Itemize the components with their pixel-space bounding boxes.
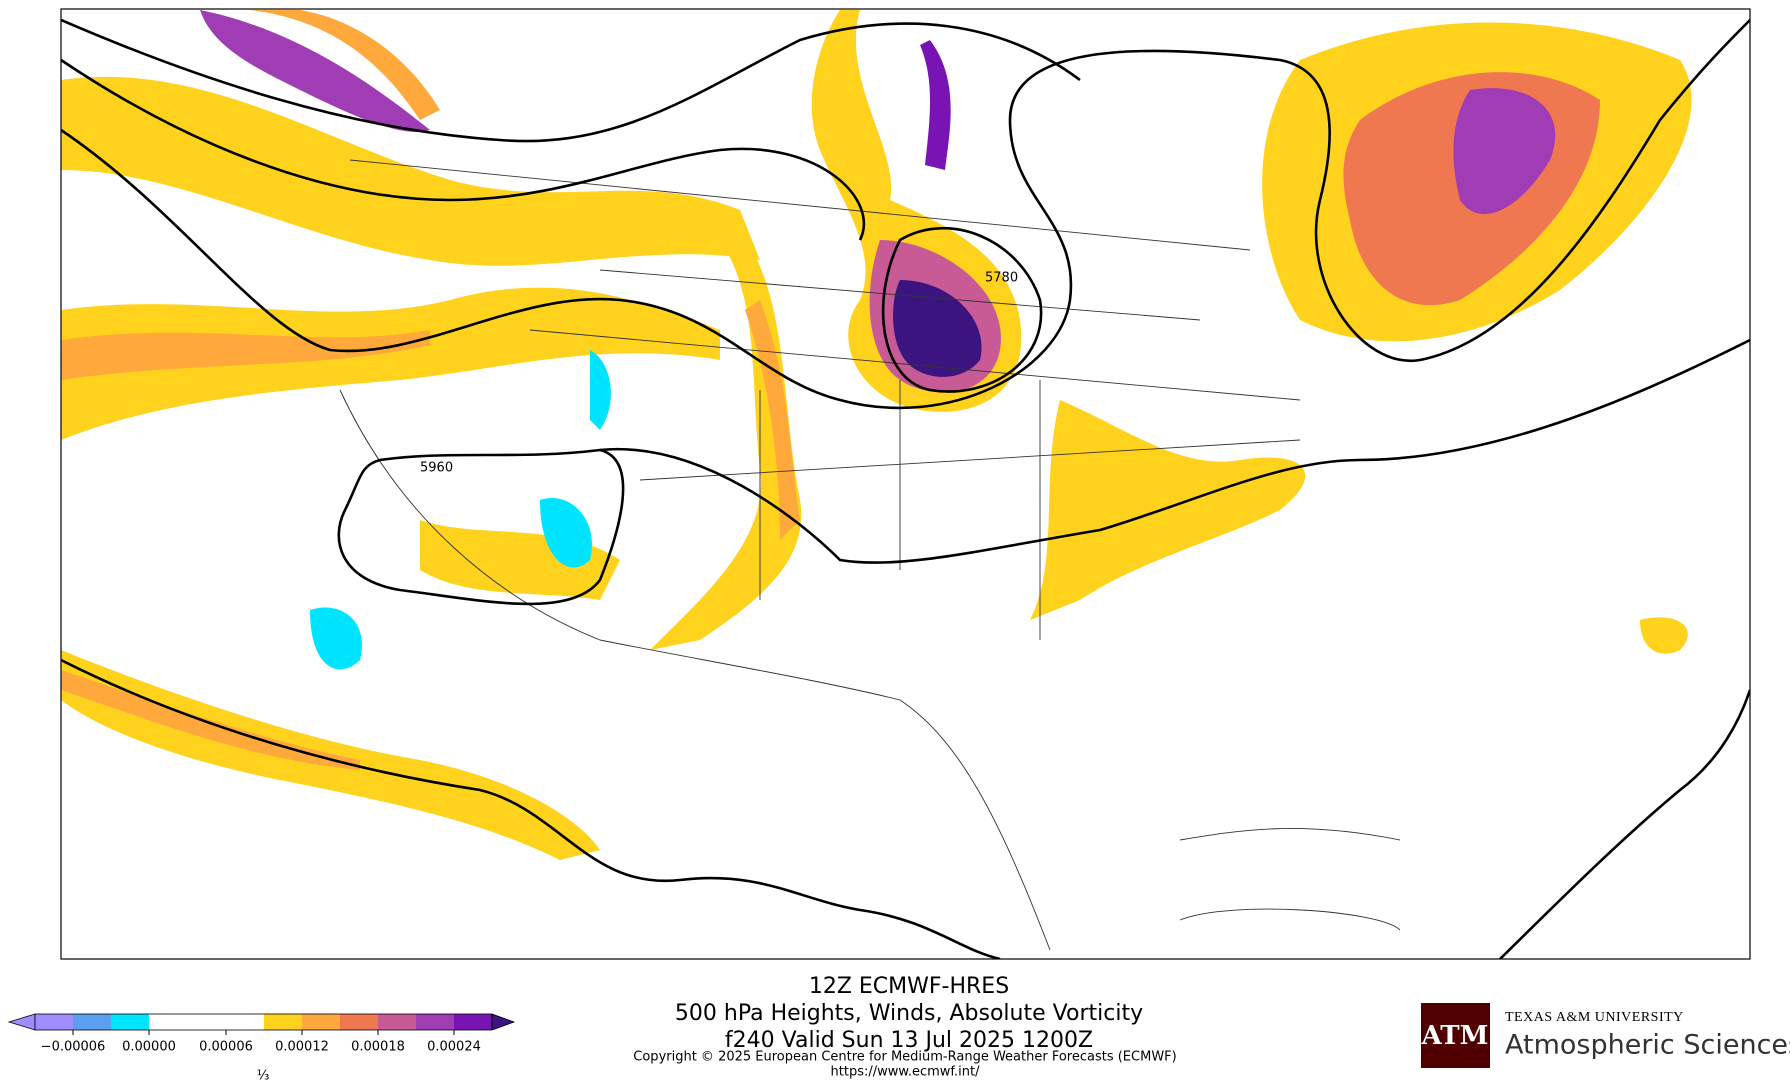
colorbar-tick-label: 0.00000	[122, 1040, 176, 1055]
colorbar-note: ⅓	[257, 1069, 270, 1084]
colorbar-tick-label: −0.00006	[41, 1040, 106, 1055]
map-frame	[60, 8, 1751, 960]
colorbar-tick-label: 0.00018	[351, 1040, 405, 1055]
contour-label: 5780	[985, 271, 1018, 286]
url: https://www.ecmwf.int/	[831, 1065, 981, 1080]
valid-time: f240 Valid Sun 13 Jul 2025 1200Z	[725, 1028, 1093, 1053]
title: 12Z ECMWF-HRES	[809, 974, 1009, 999]
logo-university: TEXAS A&M UNIVERSITY	[1505, 1010, 1684, 1025]
borders	[339, 159, 1401, 951]
contour-label: 5960	[420, 461, 453, 476]
logo-box	[1421, 1003, 1490, 1068]
vorticity-shading	[61, 10, 1692, 860]
logo-department: Atmospheric Sciences	[1505, 1030, 1790, 1061]
logo-mark: ATM	[1421, 1021, 1489, 1051]
map: 5780 5960	[61, 9, 1750, 959]
copyright: Copyright © 2025 European Centre for Med…	[633, 1050, 1176, 1065]
colorbar: ⅓ −0.00006 0.00000 0.00006 0.00012 0.00018 0.…	[7, 1013, 516, 1084]
height-contours	[61, 18, 1750, 959]
colorbar-tick-label: 0.00024	[427, 1040, 481, 1055]
subtitle: 500 hPa Heights, Winds, Absolute Vortici…	[675, 1001, 1143, 1026]
colorbar-tick-label: 0.00012	[275, 1040, 329, 1055]
colorbar-tick-label: 0.00006	[199, 1040, 253, 1055]
